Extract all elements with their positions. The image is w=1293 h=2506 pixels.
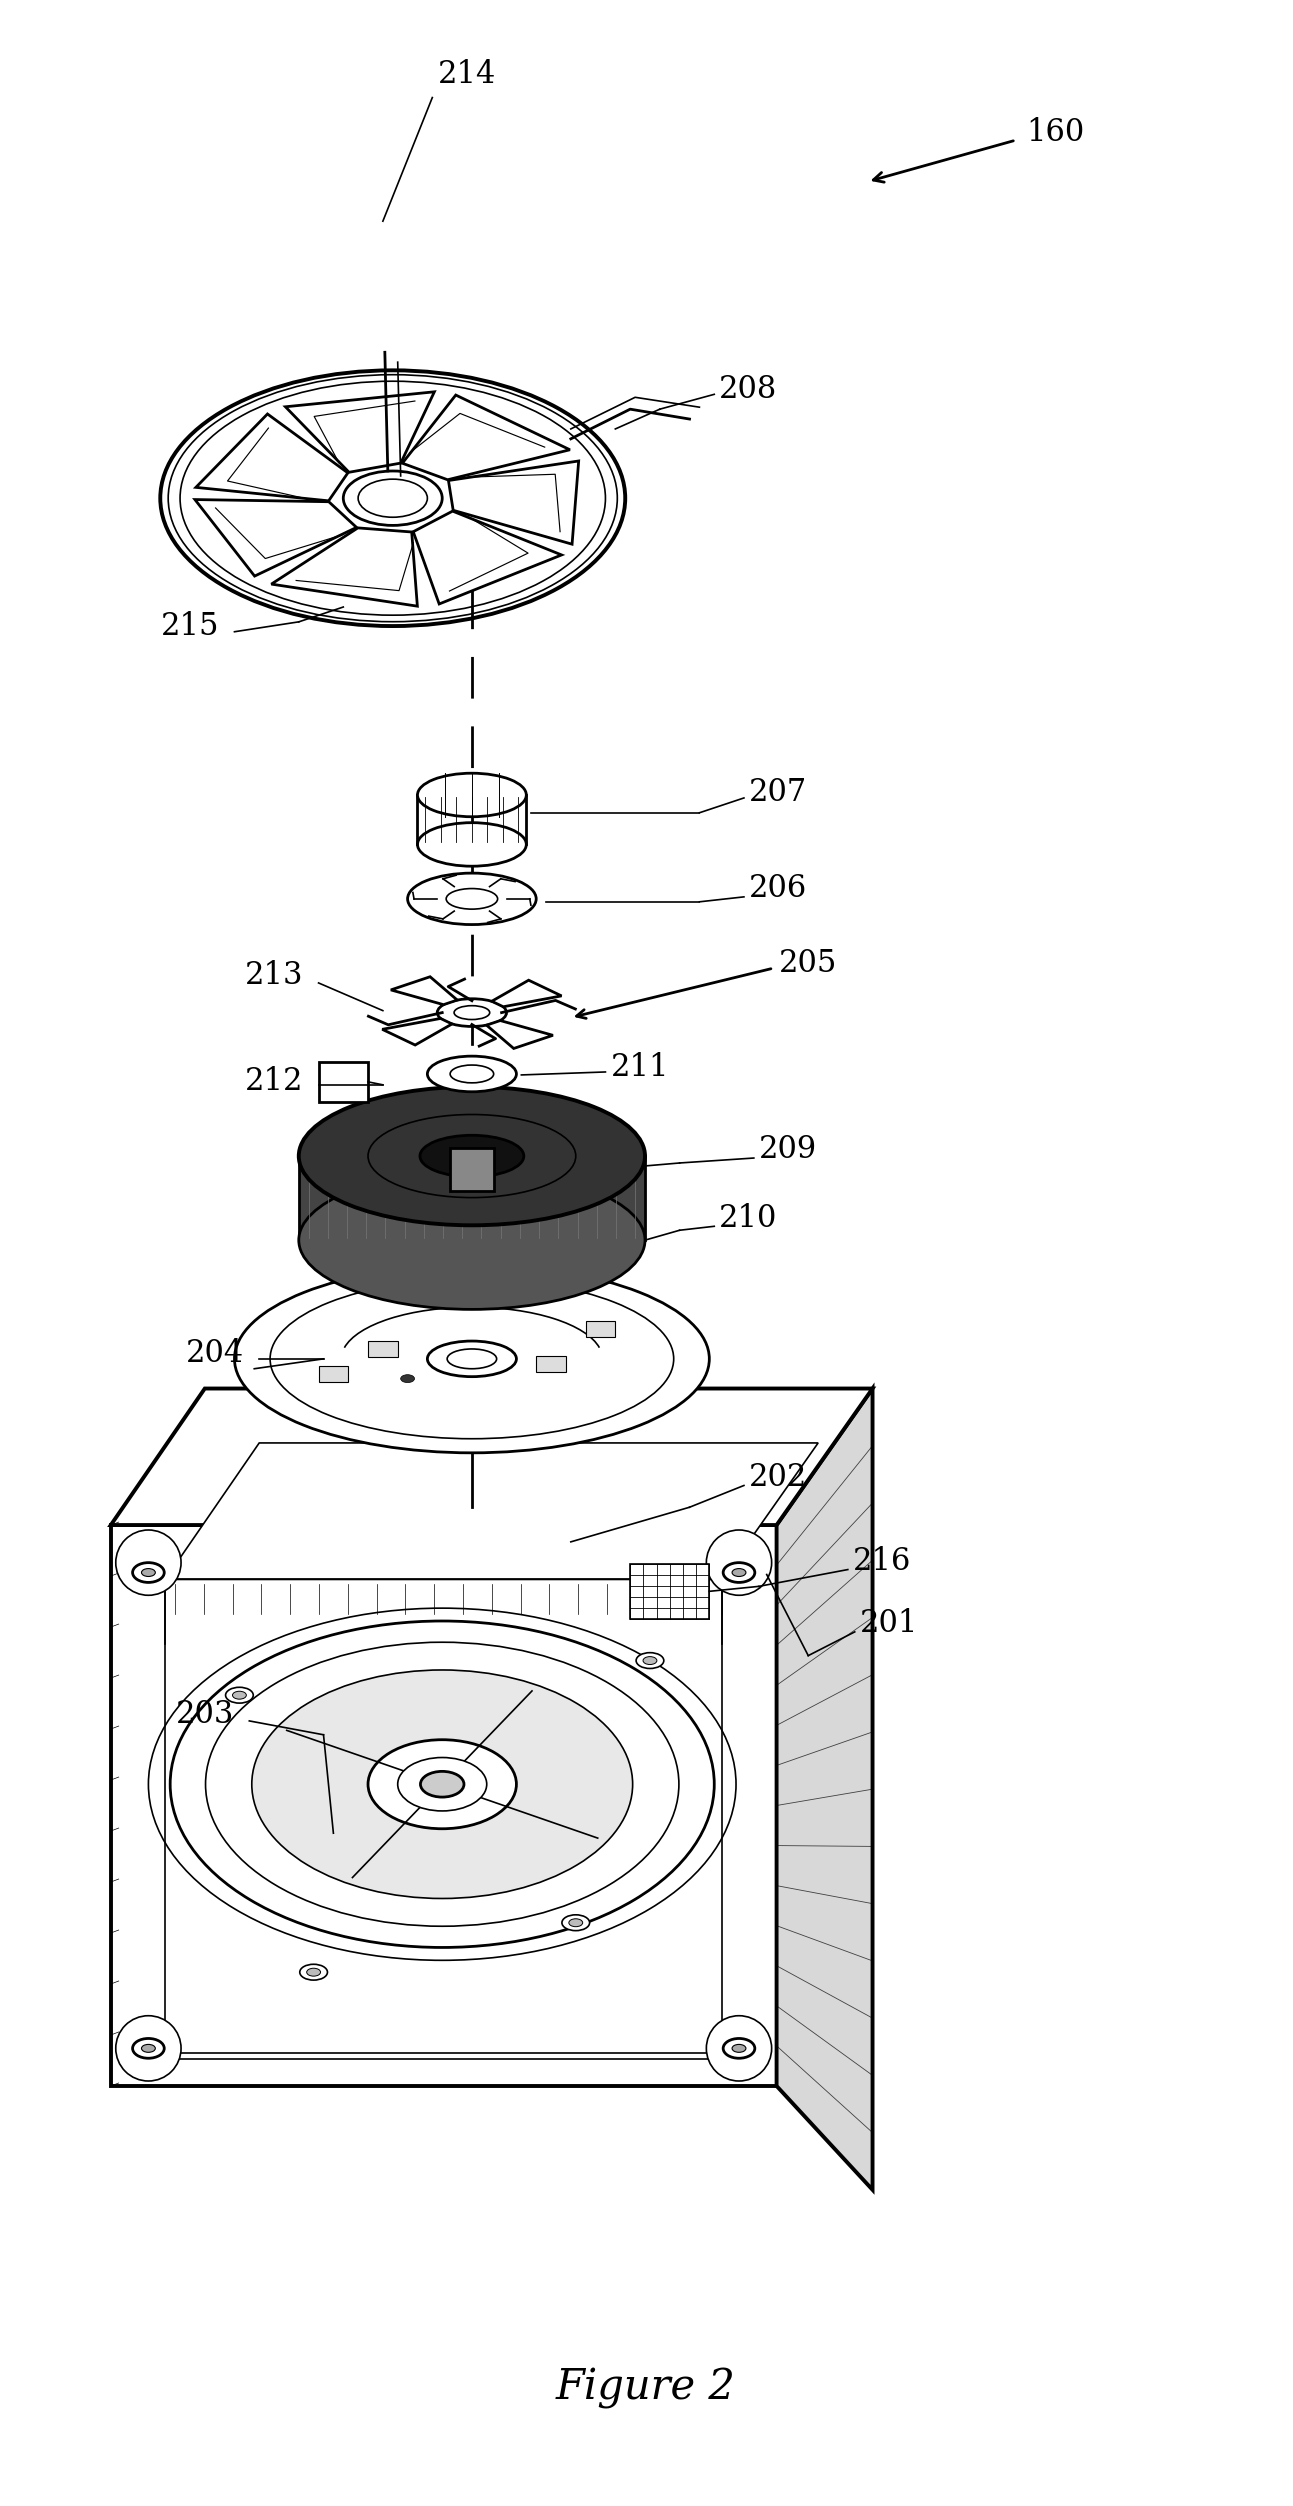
- Ellipse shape: [732, 2045, 746, 2052]
- Ellipse shape: [299, 1088, 645, 1225]
- Ellipse shape: [401, 1376, 415, 1383]
- Ellipse shape: [252, 1669, 632, 1900]
- Text: 210: 210: [719, 1203, 777, 1233]
- Polygon shape: [111, 1526, 777, 2085]
- Ellipse shape: [732, 1569, 746, 1576]
- Ellipse shape: [171, 1621, 714, 1947]
- Ellipse shape: [418, 774, 526, 817]
- Ellipse shape: [270, 1278, 674, 1438]
- Ellipse shape: [358, 479, 428, 516]
- Text: 209: 209: [759, 1133, 817, 1165]
- Text: 213: 213: [244, 960, 304, 990]
- Polygon shape: [286, 391, 434, 471]
- FancyBboxPatch shape: [537, 1356, 566, 1371]
- Polygon shape: [777, 1388, 873, 2190]
- Text: 208: 208: [719, 373, 777, 406]
- Polygon shape: [111, 1388, 873, 1526]
- Polygon shape: [414, 511, 561, 604]
- Ellipse shape: [300, 1965, 327, 1980]
- Ellipse shape: [454, 1005, 490, 1020]
- Ellipse shape: [233, 1692, 247, 1699]
- Ellipse shape: [234, 1266, 710, 1453]
- Ellipse shape: [133, 2037, 164, 2057]
- FancyBboxPatch shape: [318, 1366, 348, 1381]
- Ellipse shape: [723, 1564, 755, 1581]
- Text: 212: 212: [244, 1068, 304, 1098]
- Text: 201: 201: [860, 1609, 918, 1639]
- Text: 202: 202: [749, 1461, 807, 1494]
- Ellipse shape: [420, 1135, 524, 1178]
- Text: 211: 211: [610, 1053, 668, 1083]
- Ellipse shape: [643, 1656, 657, 1664]
- Text: 160: 160: [1025, 118, 1084, 148]
- Ellipse shape: [437, 1000, 507, 1027]
- Ellipse shape: [418, 822, 526, 867]
- Ellipse shape: [299, 1170, 645, 1311]
- Polygon shape: [450, 1148, 494, 1190]
- Polygon shape: [195, 499, 357, 576]
- FancyBboxPatch shape: [586, 1321, 615, 1338]
- FancyBboxPatch shape: [369, 1341, 398, 1356]
- Polygon shape: [195, 413, 348, 501]
- Ellipse shape: [428, 1055, 516, 1093]
- Ellipse shape: [398, 1757, 486, 1812]
- Ellipse shape: [706, 1531, 772, 1596]
- Ellipse shape: [141, 2045, 155, 2052]
- Polygon shape: [390, 977, 458, 1005]
- Ellipse shape: [225, 1687, 253, 1704]
- Text: 203: 203: [176, 1699, 234, 1732]
- Ellipse shape: [723, 2037, 755, 2057]
- Ellipse shape: [206, 1641, 679, 1927]
- FancyBboxPatch shape: [630, 1564, 710, 1619]
- Polygon shape: [272, 529, 418, 606]
- Ellipse shape: [447, 1348, 497, 1368]
- Polygon shape: [491, 980, 561, 1007]
- Ellipse shape: [450, 1065, 494, 1083]
- Polygon shape: [383, 1017, 453, 1045]
- Polygon shape: [299, 1155, 645, 1240]
- Ellipse shape: [407, 872, 537, 925]
- Text: 204: 204: [186, 1338, 244, 1368]
- Polygon shape: [318, 1063, 369, 1103]
- Text: 205: 205: [778, 947, 837, 980]
- Polygon shape: [486, 1020, 553, 1048]
- Ellipse shape: [116, 1531, 181, 1596]
- Polygon shape: [402, 396, 570, 479]
- Ellipse shape: [636, 1651, 663, 1669]
- Ellipse shape: [369, 1115, 575, 1198]
- Ellipse shape: [116, 2015, 181, 2080]
- Polygon shape: [449, 461, 579, 544]
- Text: 214: 214: [438, 60, 497, 90]
- Ellipse shape: [569, 1920, 583, 1927]
- Text: 215: 215: [160, 611, 220, 642]
- Text: 206: 206: [749, 875, 807, 905]
- Ellipse shape: [344, 471, 442, 526]
- Text: Figure 2: Figure 2: [556, 2366, 736, 2408]
- Text: 216: 216: [853, 1546, 912, 1576]
- Ellipse shape: [133, 1564, 164, 1581]
- Ellipse shape: [428, 1341, 516, 1376]
- Ellipse shape: [706, 2015, 772, 2080]
- Text: 207: 207: [749, 777, 807, 807]
- Ellipse shape: [446, 890, 498, 910]
- Ellipse shape: [306, 1967, 321, 1977]
- Ellipse shape: [562, 1915, 590, 1930]
- Ellipse shape: [420, 1772, 464, 1797]
- Polygon shape: [166, 1443, 818, 1579]
- Ellipse shape: [369, 1739, 516, 1829]
- Ellipse shape: [141, 1569, 155, 1576]
